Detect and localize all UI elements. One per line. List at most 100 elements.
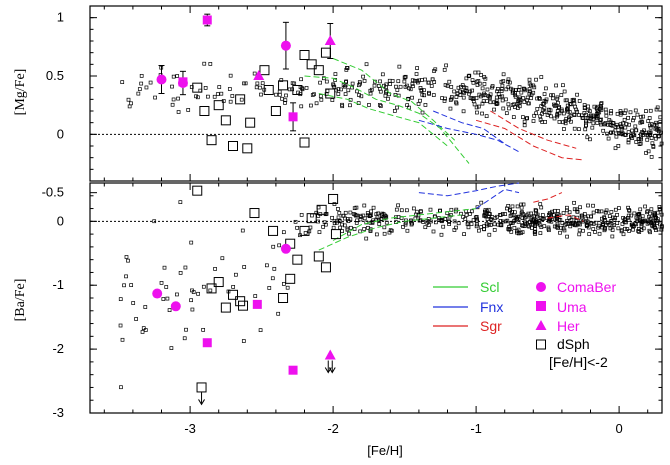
field-star [515, 106, 520, 110]
dsph-star [270, 106, 281, 116]
field-star [647, 130, 652, 135]
field-star [355, 213, 359, 218]
dsph-star [238, 300, 249, 311]
field-star [475, 83, 480, 87]
field-star [584, 119, 588, 123]
field-star [277, 243, 282, 248]
legend-label-fnx: Fnx [480, 299, 503, 315]
field-star [619, 111, 624, 115]
field-star [547, 219, 552, 224]
field-star [602, 215, 606, 220]
field-star [442, 67, 447, 72]
dsph-star [278, 80, 289, 91]
field-star [213, 267, 217, 271]
field-star [430, 77, 435, 82]
field-star [648, 133, 653, 137]
field-star [506, 85, 511, 90]
field-star [657, 134, 661, 138]
field-star [429, 84, 434, 88]
field-star [504, 97, 508, 102]
dsph-star [325, 88, 336, 99]
field-star [659, 212, 664, 217]
field-star [641, 114, 646, 119]
field-star [321, 224, 326, 229]
field-star [634, 140, 639, 144]
field-star [441, 224, 446, 229]
field-star [178, 271, 183, 275]
field-star [439, 232, 444, 237]
field-star [539, 225, 544, 229]
field-star [610, 234, 615, 239]
field-star [242, 265, 247, 269]
field-star [148, 80, 153, 85]
field-star [647, 228, 652, 233]
y-axis-label-ba-fe: [Ba/Fe] [13, 279, 28, 322]
field-star [559, 225, 563, 230]
field-star [659, 141, 664, 146]
field-star [357, 93, 361, 97]
field-star [551, 96, 555, 101]
field-star [630, 136, 635, 140]
field-star [531, 222, 535, 227]
dsph-star [306, 59, 317, 70]
field-star [501, 106, 506, 111]
field-star [562, 228, 567, 233]
field-star [572, 113, 577, 117]
field-star [616, 144, 621, 148]
field-star [420, 78, 424, 82]
field-star [527, 87, 532, 91]
field-star [508, 208, 512, 212]
field-star [485, 209, 489, 213]
field-star [347, 231, 351, 236]
field-star [343, 92, 348, 96]
field-star [509, 212, 514, 217]
field-star [525, 98, 529, 102]
field-star [627, 122, 631, 127]
field-star [176, 96, 180, 101]
field-star [617, 206, 621, 210]
field-star [492, 228, 497, 232]
field-star [653, 214, 658, 219]
field-star [562, 89, 567, 94]
upper-limit-arrowhead [198, 399, 205, 406]
field-star [495, 89, 499, 94]
field-star [480, 101, 485, 106]
field-star [484, 214, 488, 219]
field-star [325, 88, 330, 93]
field-star [346, 219, 351, 224]
field-star [626, 115, 631, 120]
field-star [332, 85, 337, 89]
field-star [494, 95, 499, 100]
field-star [626, 213, 631, 218]
field-star [620, 228, 624, 233]
field-star [648, 125, 653, 130]
field-star [604, 113, 609, 118]
field-star [603, 121, 608, 125]
field-star [239, 97, 244, 102]
field-star [648, 108, 653, 113]
field-star [642, 128, 646, 133]
field-star [521, 115, 525, 119]
field-star [604, 222, 609, 227]
field-star [540, 111, 544, 116]
field-star [588, 116, 593, 121]
field-star [535, 106, 540, 111]
field-star [383, 90, 388, 95]
field-star [495, 214, 499, 219]
y-tick-label: -3 [52, 405, 64, 420]
field-star [228, 99, 233, 104]
field-star [369, 209, 373, 214]
field-star [382, 225, 387, 230]
field-star [464, 213, 469, 217]
field-star [552, 116, 557, 121]
field-star [589, 221, 594, 225]
field-star [318, 94, 323, 98]
field-star [585, 219, 590, 224]
field-star [640, 133, 645, 137]
field-star [599, 107, 604, 112]
field-star [470, 78, 475, 82]
field-star [382, 231, 387, 236]
dsph-star [199, 106, 210, 116]
dsph-line-scl [318, 214, 462, 251]
field-star [423, 225, 428, 230]
